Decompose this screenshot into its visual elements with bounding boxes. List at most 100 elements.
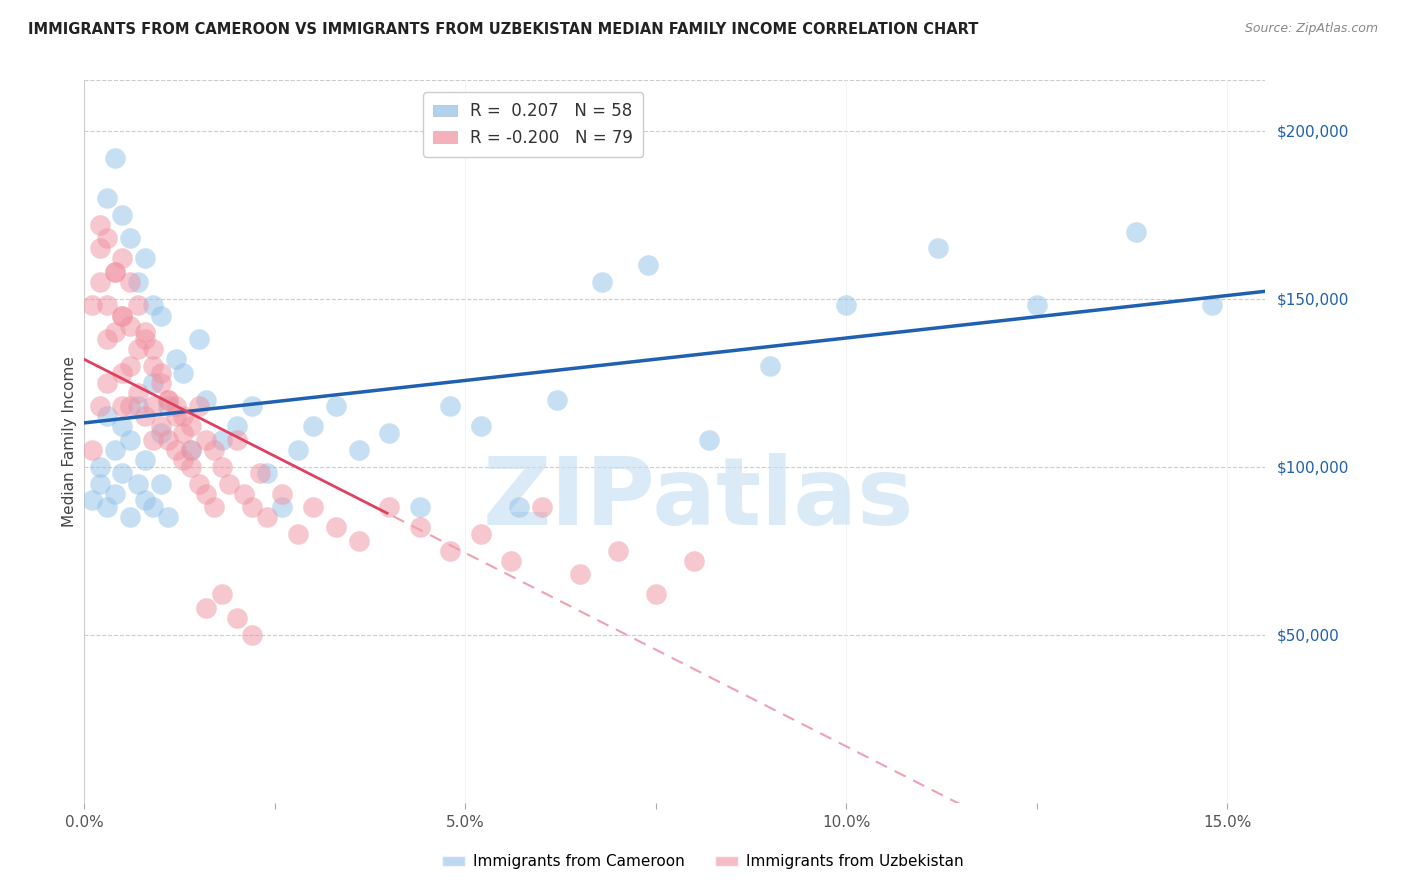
Point	[142, 399, 165, 413]
Point	[202, 442, 225, 457]
Point	[165, 352, 187, 367]
Point	[187, 399, 209, 413]
Point	[195, 392, 218, 407]
Point	[80, 298, 103, 312]
Point	[127, 476, 149, 491]
Point	[111, 399, 134, 413]
Point	[233, 486, 256, 500]
Point	[149, 366, 172, 380]
Point	[149, 426, 172, 441]
Point	[172, 366, 194, 380]
Point	[134, 493, 156, 508]
Point	[644, 587, 666, 601]
Point	[149, 476, 172, 491]
Point	[96, 409, 118, 424]
Point	[225, 611, 247, 625]
Point	[1025, 298, 1047, 312]
Point	[111, 252, 134, 266]
Point	[157, 433, 180, 447]
Point	[80, 442, 103, 457]
Point	[104, 486, 127, 500]
Point	[225, 433, 247, 447]
Point	[195, 600, 218, 615]
Point	[408, 520, 430, 534]
Point	[149, 309, 172, 323]
Point	[347, 533, 370, 548]
Point	[271, 486, 294, 500]
Point	[89, 399, 111, 413]
Point	[606, 543, 628, 558]
Point	[408, 500, 430, 514]
Text: IMMIGRANTS FROM CAMEROON VS IMMIGRANTS FROM UZBEKISTAN MEDIAN FAMILY INCOME CORR: IMMIGRANTS FROM CAMEROON VS IMMIGRANTS F…	[28, 22, 979, 37]
Point	[89, 241, 111, 255]
Point	[165, 442, 187, 457]
Point	[111, 309, 134, 323]
Point	[127, 385, 149, 400]
Point	[89, 218, 111, 232]
Point	[120, 433, 142, 447]
Point	[470, 527, 492, 541]
Point	[157, 392, 180, 407]
Point	[127, 342, 149, 356]
Point	[134, 326, 156, 340]
Point	[127, 298, 149, 312]
Point	[157, 510, 180, 524]
Point	[218, 476, 240, 491]
Point	[187, 476, 209, 491]
Point	[835, 298, 858, 312]
Point	[120, 399, 142, 413]
Point	[96, 231, 118, 245]
Point	[240, 500, 263, 514]
Point	[120, 231, 142, 245]
Point	[211, 459, 233, 474]
Point	[180, 442, 202, 457]
Point	[1125, 225, 1147, 239]
Point	[172, 409, 194, 424]
Point	[80, 493, 103, 508]
Point	[172, 426, 194, 441]
Point	[127, 399, 149, 413]
Point	[104, 326, 127, 340]
Point	[325, 399, 347, 413]
Point	[134, 252, 156, 266]
Point	[120, 275, 142, 289]
Point	[195, 486, 218, 500]
Point	[287, 527, 309, 541]
Point	[142, 433, 165, 447]
Point	[592, 275, 614, 289]
Point	[211, 433, 233, 447]
Point	[89, 459, 111, 474]
Point	[378, 426, 401, 441]
Point	[240, 628, 263, 642]
Point	[759, 359, 782, 373]
Text: Source: ZipAtlas.com: Source: ZipAtlas.com	[1244, 22, 1378, 36]
Point	[96, 376, 118, 390]
Point	[142, 500, 165, 514]
Point	[134, 332, 156, 346]
Point	[96, 191, 118, 205]
Point	[96, 500, 118, 514]
Point	[149, 376, 172, 390]
Y-axis label: Median Family Income: Median Family Income	[62, 356, 77, 527]
Point	[378, 500, 401, 514]
Point	[225, 419, 247, 434]
Point	[1201, 298, 1223, 312]
Point	[470, 419, 492, 434]
Point	[134, 409, 156, 424]
Point	[530, 500, 553, 514]
Point	[302, 500, 325, 514]
Point	[104, 265, 127, 279]
Point	[165, 399, 187, 413]
Point	[256, 467, 278, 481]
Point	[111, 419, 134, 434]
Point	[180, 419, 202, 434]
Point	[508, 500, 530, 514]
Point	[104, 265, 127, 279]
Point	[142, 342, 165, 356]
Point	[96, 332, 118, 346]
Point	[697, 433, 720, 447]
Point	[271, 500, 294, 514]
Point	[240, 399, 263, 413]
Text: ZIPatlas: ZIPatlas	[482, 453, 914, 545]
Point	[499, 554, 522, 568]
